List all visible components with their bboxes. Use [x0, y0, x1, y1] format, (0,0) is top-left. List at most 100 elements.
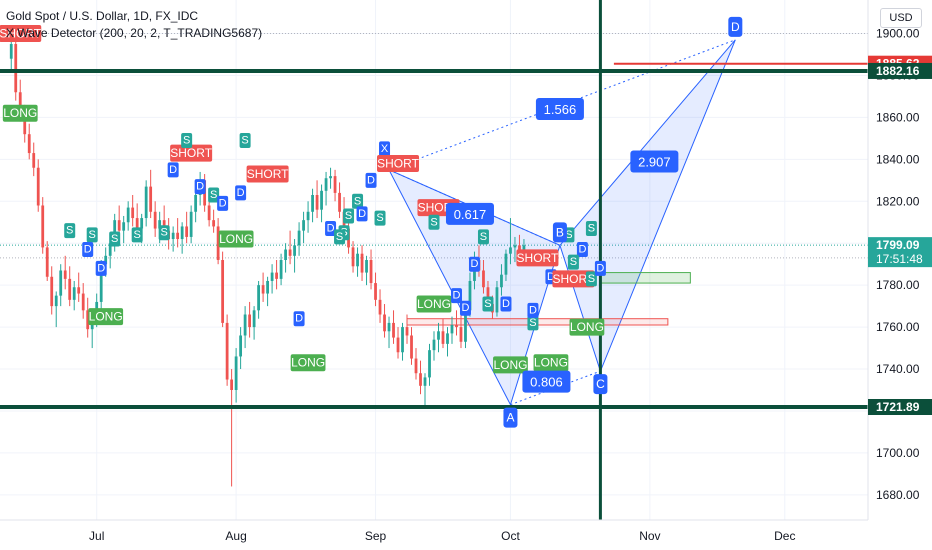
candle-body [333, 176, 337, 193]
candle-body [360, 253, 364, 273]
candle [509, 218, 512, 265]
candle [77, 272, 81, 302]
pattern-point-C: C [593, 374, 608, 395]
candle-body [324, 178, 328, 191]
signal-tag-s: S [585, 221, 597, 237]
candle [153, 201, 157, 237]
signal-tag-label: S [588, 273, 595, 285]
candle-body [63, 270, 67, 279]
candle [315, 180, 319, 219]
signal-tag-short: SHORT [246, 165, 289, 183]
signal-tag-bg [208, 187, 220, 203]
candle-body [320, 190, 323, 210]
signal-tag-bg [131, 227, 143, 243]
candle-body [77, 287, 81, 294]
candle [329, 167, 332, 189]
price-axis-label: 1721.89 [868, 399, 932, 416]
signal-tag-label: SHORT [170, 146, 212, 160]
candle-body [230, 379, 234, 390]
signal-tag-s: S [343, 208, 355, 224]
candle [81, 283, 85, 319]
candle-body [338, 192, 341, 212]
x-tick-label: Nov [639, 529, 660, 543]
signal-tag-label: S [89, 229, 96, 241]
candle-body [423, 377, 427, 386]
pattern-xd-dotted [388, 39, 736, 171]
signal-tag-d: D [459, 300, 471, 316]
candle [482, 260, 485, 294]
price-axis-label-value: 1721.89 [876, 400, 920, 414]
candle-body [212, 220, 216, 227]
signal-tag-label: S [345, 210, 352, 222]
candle [405, 314, 409, 344]
price-axis-label-countdown: 17:51:48 [876, 252, 923, 266]
candle-body [518, 245, 521, 252]
signal-tag-bg [158, 225, 170, 241]
candle [212, 209, 216, 233]
candle-body [117, 220, 121, 231]
x-tick-label: Sep [365, 529, 387, 543]
candle-body [315, 195, 319, 210]
candle-body [9, 44, 13, 59]
candle [378, 289, 382, 323]
candle [41, 197, 45, 254]
candle [216, 218, 220, 265]
signal-tag-bg [477, 229, 489, 245]
candle [387, 316, 391, 349]
candle [410, 327, 413, 365]
candle [9, 39, 13, 72]
signal-tag-bg [239, 132, 251, 148]
candle [293, 239, 296, 273]
signal-tag-d: D [95, 260, 107, 276]
signal-tag-label: D [295, 313, 303, 325]
candle-body [81, 293, 85, 311]
pattern-ratio-bg [630, 150, 679, 173]
signal-tag-label: S [529, 317, 536, 329]
candle-body [279, 260, 283, 279]
signal-tag-d: D [167, 162, 179, 178]
pattern-point-label: C [596, 377, 605, 391]
candle-body [459, 327, 463, 342]
signal-tag-bg [379, 141, 391, 157]
candle-body [486, 287, 490, 305]
signal-tag-bg [585, 271, 597, 287]
signal-tag-long: LONG [416, 295, 452, 313]
indicator-title[interactable]: X Wave Detector (200, 20, 2, T_TRADING56… [6, 26, 263, 40]
signal-tag-long: LONG [88, 308, 124, 326]
candle [374, 272, 377, 307]
candle [333, 169, 337, 202]
signal-tag-d: D [235, 185, 247, 201]
signal-tag-long: LONG [218, 230, 254, 248]
signal-tag-d: D [450, 288, 462, 304]
y-tick-label: 1680.00 [876, 488, 920, 502]
candle-body [243, 314, 247, 336]
candle-body [171, 232, 175, 240]
currency-button[interactable]: USD [880, 8, 922, 28]
x-tick-label: Dec [774, 529, 795, 543]
signal-tag-bg [533, 354, 569, 372]
candle-body [450, 325, 454, 334]
signal-tag-bg [585, 221, 597, 237]
signal-tag-label: S [183, 134, 190, 146]
symbol-title[interactable]: Gold Spot / U.S. Dollar, 1D, FX_IDC [6, 9, 199, 23]
green-box [599, 272, 691, 284]
signal-tag-bg [82, 242, 94, 258]
candle [257, 280, 260, 319]
signal-tag-bg [109, 231, 121, 247]
signal-tag-label: D [237, 187, 245, 199]
signal-tag-label: LONG [89, 310, 123, 324]
candle-body [284, 249, 287, 260]
candle [252, 306, 256, 340]
candle [351, 241, 355, 273]
candle-body [387, 322, 391, 332]
candle-body [221, 260, 225, 323]
signal-tag-bg [235, 185, 247, 201]
pattern-point-D: D [728, 16, 743, 37]
candle [419, 360, 422, 395]
signal-tag-bg [450, 288, 462, 304]
signal-tag-label: D [169, 164, 177, 176]
signal-tag-long: LONG [2, 104, 38, 122]
pattern-ratio: 2.907 [630, 150, 679, 173]
signal-tag-short: SHORT [0, 25, 42, 43]
